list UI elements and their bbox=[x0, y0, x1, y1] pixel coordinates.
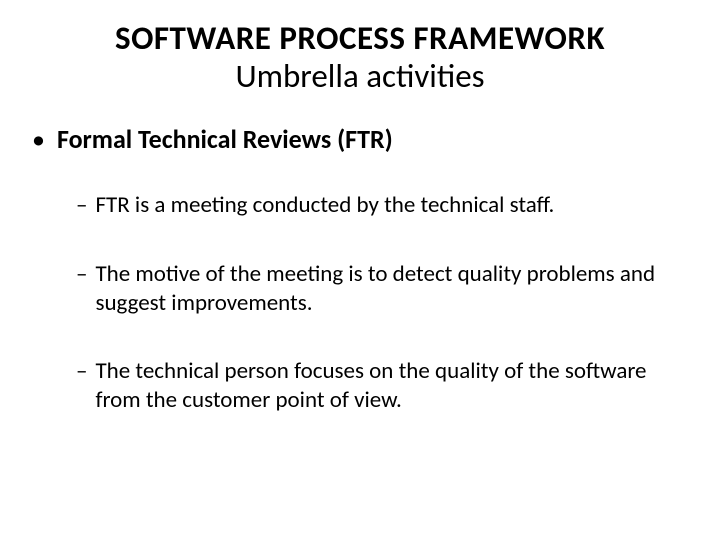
slide-title-line1: SOFTWARE PROCESS FRAMEWORK bbox=[50, 20, 670, 58]
sub-bullet-list: – FTR is a meeting conducted by the tech… bbox=[30, 191, 690, 415]
sub-bullet-item: – The technical person focuses on the qu… bbox=[76, 357, 690, 415]
main-bullet-text: Formal Technical Reviews (FTR) bbox=[57, 124, 393, 155]
sub-bullet-marker: – bbox=[76, 191, 87, 220]
sub-bullet-marker: – bbox=[76, 357, 87, 386]
sub-bullet-marker: – bbox=[76, 260, 87, 289]
sub-bullet-text: The motive of the meeting is to detect q… bbox=[95, 260, 665, 318]
main-bullet: • Formal Technical Reviews (FTR) bbox=[30, 124, 690, 155]
sub-bullet-item: – The motive of the meeting is to detect… bbox=[76, 260, 690, 318]
slide-title-block: SOFTWARE PROCESS FRAMEWORK Umbrella acti… bbox=[30, 20, 690, 96]
sub-bullet-item: – FTR is a meeting conducted by the tech… bbox=[76, 191, 690, 220]
sub-bullet-text: FTR is a meeting conducted by the techni… bbox=[95, 191, 554, 220]
sub-bullet-text: The technical person focuses on the qual… bbox=[95, 357, 665, 415]
bullet-marker: • bbox=[32, 124, 45, 155]
slide-title-line2: Umbrella activities bbox=[50, 58, 670, 96]
